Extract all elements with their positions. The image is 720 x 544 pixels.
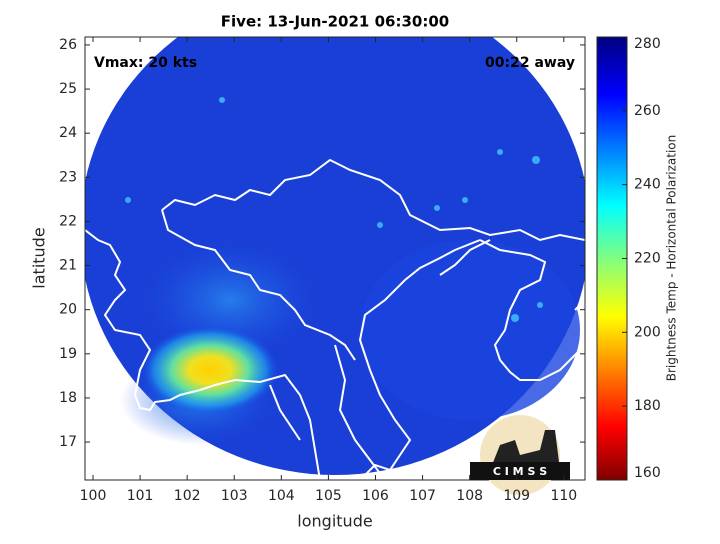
- x-tick-label: 103: [221, 488, 248, 504]
- y-tick-label: 26: [59, 37, 77, 53]
- colorbar-tick-label: 160: [634, 465, 661, 481]
- y-tick-label: 24: [59, 125, 77, 141]
- x-tick-label: 105: [315, 488, 342, 504]
- logo-band: [470, 462, 570, 480]
- x-tick-label: 101: [127, 488, 154, 504]
- x-tick-label: 108: [456, 488, 483, 504]
- sea-region: [360, 240, 580, 420]
- x-tick-label: 104: [268, 488, 295, 504]
- x-tick-label: 100: [80, 488, 107, 504]
- convective-spots: [125, 97, 543, 322]
- y-tick-label: 22: [59, 213, 77, 229]
- y-tick-label: 20: [59, 302, 77, 318]
- colorbar-tick-label: 200: [634, 324, 661, 340]
- plot-frame: [84, 36, 586, 481]
- x-tick-label: 110: [550, 488, 577, 504]
- colorbar-tick-label: 240: [634, 177, 661, 193]
- y-tick-label: 23: [59, 169, 77, 185]
- x-axis-label: longitude: [297, 512, 372, 531]
- x-tick-label: 106: [362, 488, 389, 504]
- vmax-label: Vmax: 20 kts: [94, 55, 197, 71]
- y-tick-label: 25: [59, 81, 77, 97]
- y-axis-label: latitude: [30, 227, 49, 288]
- logo: C I M S S: [470, 415, 570, 495]
- swath: [85, 37, 585, 480]
- x-tick-label: 107: [409, 488, 436, 504]
- colorbar-tick-label: 260: [634, 103, 661, 119]
- logo-silhouette: [490, 430, 560, 470]
- colorbar-tick-label: 280: [634, 36, 661, 52]
- warm-blob: [140, 325, 280, 415]
- colorbar-tick-label: 220: [634, 251, 661, 267]
- x-tick-label: 109: [503, 488, 530, 504]
- y-tick-label: 17: [59, 434, 77, 450]
- colorbar-label: Brightness Temp - Horizontal Polarizatio…: [665, 135, 679, 382]
- time-label: 00:22 away: [485, 55, 575, 71]
- y-tick-label: 18: [59, 390, 77, 406]
- x-tick-label: 102: [174, 488, 201, 504]
- title: Five: 13-Jun-2021 06:30:00: [221, 13, 449, 31]
- y-tick-label: 21: [59, 258, 77, 274]
- colorbar-tick-label: 180: [634, 398, 661, 414]
- coastlines: [85, 158, 585, 480]
- logo-text: C I M S S: [493, 465, 547, 478]
- y-tick-label: 19: [59, 346, 77, 362]
